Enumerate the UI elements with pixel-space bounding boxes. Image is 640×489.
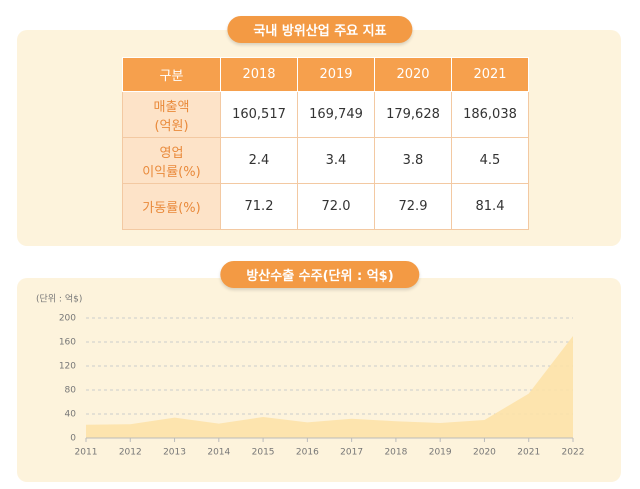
value-cell: 71.2 (220, 183, 298, 230)
value-cell: 179,628 (374, 91, 452, 138)
x-tick-label: 2016 (296, 448, 319, 458)
table-row: 가동률(%) 71.2 72.0 72.9 81.4 (122, 183, 529, 230)
chart-title: 방산수출 수주(단위 : 억$) (220, 261, 420, 288)
table-title: 국내 방위산업 주요 지표 (227, 16, 413, 43)
row-label: 매출액 (억원) (122, 91, 221, 138)
area (86, 336, 573, 438)
x-tick-label: 2022 (562, 448, 585, 458)
x-tick-label: 2015 (252, 448, 275, 458)
row-label: 가동률(%) (122, 183, 221, 230)
y-tick-label: 120 (59, 362, 76, 372)
x-tick-label: 2020 (473, 448, 496, 458)
y-tick-label: 200 (59, 314, 76, 324)
chart-panel (17, 278, 621, 482)
table-row: 매출액 (억원) 160,517 169,749 179,628 186,038 (122, 91, 529, 138)
x-tick-label: 2013 (163, 448, 186, 458)
value-cell: 2.4 (220, 137, 298, 184)
x-tick-label: 2014 (207, 448, 230, 458)
x-tick-label: 2011 (75, 448, 98, 458)
value-cell: 72.0 (297, 183, 375, 230)
header-cell: 2021 (451, 57, 529, 92)
header-cell: 2018 (220, 57, 298, 92)
x-tick-label: 2018 (384, 448, 407, 458)
header-cell: 2019 (297, 57, 375, 92)
header-cell: 2020 (374, 57, 452, 92)
header-row: 구분 2018 2019 2020 2021 (122, 57, 529, 92)
value-cell: 72.9 (374, 183, 452, 230)
x-tick-label: 2012 (119, 448, 142, 458)
value-cell: 186,038 (451, 91, 529, 138)
y-tick-label: 80 (65, 386, 77, 396)
y-tick-label: 40 (65, 410, 77, 420)
indicator-table: 구분 2018 2019 2020 2021 매출액 (억원) 160,517 169,74… (122, 57, 529, 230)
y-tick-label: 160 (59, 338, 76, 348)
table-row: 영업 이익률(%) 2.4 3.4 3.8 4.5 (122, 137, 529, 184)
x-tick-label: 2019 (429, 448, 452, 458)
y-axis-label: (단위 : 억$) (36, 293, 82, 305)
y-tick-label: 0 (70, 434, 76, 444)
value-cell: 169,749 (297, 91, 375, 138)
value-cell: 160,517 (220, 91, 298, 138)
value-cell: 81.4 (451, 183, 529, 230)
value-cell: 3.4 (297, 137, 375, 184)
x-tick-label: 2017 (340, 448, 363, 458)
x-tick-label: 2021 (517, 448, 540, 458)
